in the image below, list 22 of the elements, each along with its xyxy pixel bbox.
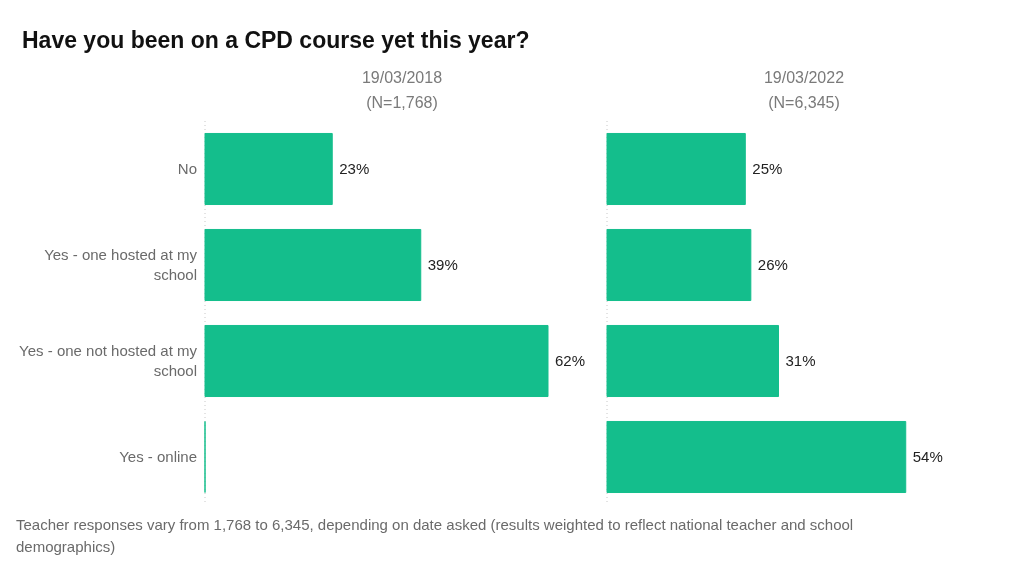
data-label: 23% <box>339 160 370 178</box>
chart-subtitle: 19/03/2018 (N=1,768) <box>361 69 443 111</box>
data-label: 39% <box>427 256 458 274</box>
bar <box>606 228 752 302</box>
bar <box>204 228 422 302</box>
y-tick-label: Yes - online <box>119 448 197 466</box>
y-tick-label: Yes - one hosted at my school <box>44 246 198 284</box>
text: Teacher responses vary from 1,768 to 6,345, depending on date asked (results weighted to reflect national teacher and school demographics) <box>16 516 854 555</box>
y-tick-label: No <box>177 160 197 178</box>
chart-title: Have you been on a CPD course yet this year? <box>22 27 530 53</box>
bar <box>606 132 746 206</box>
bar <box>204 132 333 206</box>
data-label: 25% <box>752 160 783 178</box>
data-label: 26% <box>757 256 788 274</box>
data-label: 62% <box>555 352 586 370</box>
bar <box>606 420 907 494</box>
y-tick-label: Yes - one not hosted at my school <box>19 342 198 380</box>
chart-subtitle: 19/03/2022 (N=6,345) <box>763 69 845 111</box>
bar <box>204 324 549 398</box>
data-label: 31% <box>785 352 816 370</box>
bar <box>606 324 779 398</box>
data-label: 54% <box>912 448 943 466</box>
